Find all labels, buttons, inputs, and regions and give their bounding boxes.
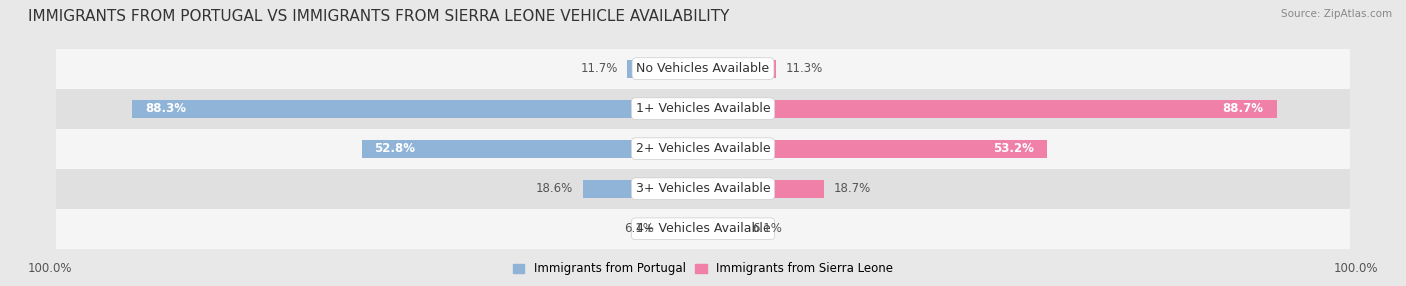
Text: 52.8%: 52.8% (374, 142, 415, 155)
Text: 53.2%: 53.2% (993, 142, 1035, 155)
Text: IMMIGRANTS FROM PORTUGAL VS IMMIGRANTS FROM SIERRA LEONE VEHICLE AVAILABILITY: IMMIGRANTS FROM PORTUGAL VS IMMIGRANTS F… (28, 9, 730, 23)
Text: 2+ Vehicles Available: 2+ Vehicles Available (636, 142, 770, 155)
Text: 3+ Vehicles Available: 3+ Vehicles Available (636, 182, 770, 195)
Bar (664, 220, 703, 238)
Text: 100.0%: 100.0% (28, 262, 73, 275)
Bar (627, 60, 703, 78)
Legend: Immigrants from Portugal, Immigrants from Sierra Leone: Immigrants from Portugal, Immigrants fro… (508, 258, 898, 280)
Bar (703, 220, 742, 238)
Bar (56, 209, 1350, 249)
Bar (56, 49, 1350, 89)
Bar (703, 180, 824, 198)
Bar (132, 100, 703, 118)
Bar (582, 180, 703, 198)
Text: 18.6%: 18.6% (536, 182, 574, 195)
Bar (703, 140, 1047, 158)
Text: 88.3%: 88.3% (145, 102, 186, 115)
Text: 6.1%: 6.1% (752, 222, 782, 235)
Text: 18.7%: 18.7% (834, 182, 870, 195)
Text: 11.3%: 11.3% (786, 62, 823, 75)
Text: 11.7%: 11.7% (581, 62, 617, 75)
Text: 1+ Vehicles Available: 1+ Vehicles Available (636, 102, 770, 115)
Text: 4+ Vehicles Available: 4+ Vehicles Available (636, 222, 770, 235)
Text: Source: ZipAtlas.com: Source: ZipAtlas.com (1281, 9, 1392, 19)
Text: 100.0%: 100.0% (1333, 262, 1378, 275)
Text: 88.7%: 88.7% (1223, 102, 1264, 115)
Bar (361, 140, 703, 158)
Bar (56, 169, 1350, 209)
Bar (703, 60, 776, 78)
Bar (56, 129, 1350, 169)
Bar (703, 100, 1277, 118)
Text: No Vehicles Available: No Vehicles Available (637, 62, 769, 75)
Bar (56, 89, 1350, 129)
Text: 6.1%: 6.1% (624, 222, 654, 235)
